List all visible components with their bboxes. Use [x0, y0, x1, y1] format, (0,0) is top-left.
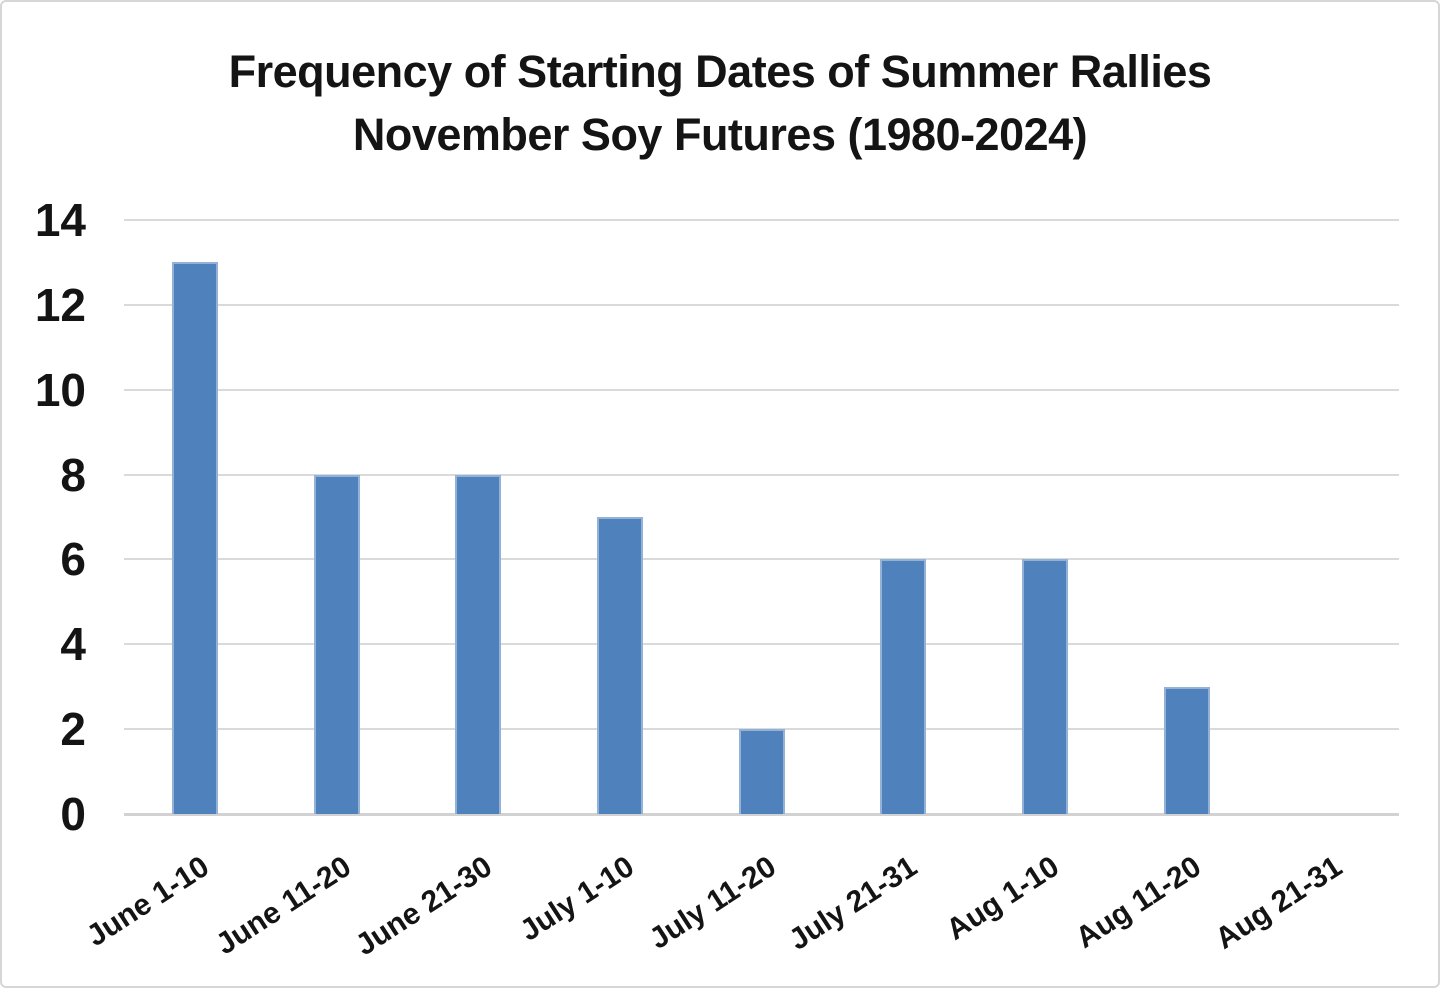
- bar-june-1-10: [171, 262, 218, 814]
- bar-july-21-31: [880, 559, 927, 814]
- y-tick-label: 8: [60, 448, 86, 501]
- x-axis-line: [124, 813, 1399, 816]
- y-tick-label: 10: [34, 363, 86, 416]
- bar-june-21-30: [455, 474, 502, 814]
- gridline: [124, 303, 1399, 306]
- gridline: [124, 728, 1399, 731]
- plot-area: [124, 219, 1399, 816]
- y-tick-label: 6: [60, 533, 86, 586]
- y-tick-label: 14: [34, 194, 86, 246]
- bar-aug-1-10: [1021, 559, 1068, 814]
- chart-title: Frequency of Starting Dates of Summer Ra…: [2, 40, 1438, 166]
- gridline: [124, 643, 1399, 646]
- gridline: [124, 219, 1399, 221]
- y-tick-label: 2: [60, 703, 86, 756]
- chart-title-line2: November Soy Futures (1980-2024): [352, 109, 1088, 160]
- bar-aug-11-20: [1163, 686, 1210, 814]
- bar-july-11-20: [738, 729, 785, 814]
- bar-june-11-20: [313, 474, 360, 814]
- y-tick-label: 4: [60, 618, 86, 671]
- bar-july-1-10: [596, 517, 643, 814]
- y-tick-label: 0: [60, 788, 86, 840]
- gridline: [124, 473, 1399, 476]
- chart-title-line1: Frequency of Starting Dates of Summer Ra…: [228, 46, 1212, 97]
- gridline: [124, 558, 1399, 561]
- y-tick-label: 12: [34, 278, 86, 331]
- gridline: [124, 388, 1399, 391]
